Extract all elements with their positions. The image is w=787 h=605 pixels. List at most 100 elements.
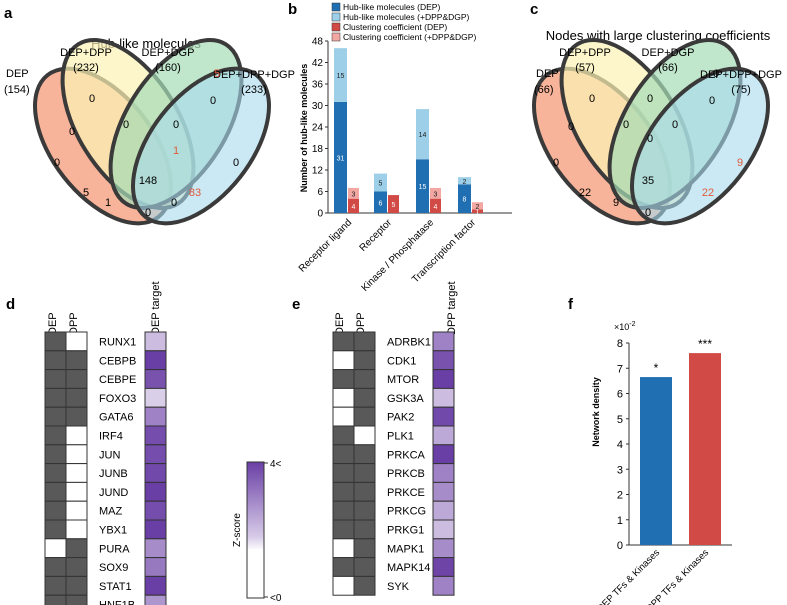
target-zscore-cell	[432, 331, 455, 352]
membership-cell	[353, 481, 376, 502]
membership-cell	[44, 481, 67, 502]
venn-a-region: 0	[210, 95, 216, 107]
bar-label: 6	[379, 200, 383, 207]
target-zscore-cell	[144, 519, 167, 540]
target-zscore-cell	[144, 369, 167, 389]
bar-hub-plus	[374, 173, 387, 192]
bar-label: 1	[476, 209, 480, 216]
density-bar	[689, 353, 721, 545]
venn-a-label-dep-dpp: DEP+DPP	[60, 47, 112, 59]
membership-cell	[332, 557, 355, 577]
bar-cc-dep	[472, 209, 483, 213]
legend-label: Clustering coefficient (+DPP&DGP)	[343, 32, 476, 42]
col-header-dep: DEP	[47, 312, 59, 335]
membership-cell	[353, 350, 376, 371]
bar-chart-hub-counts: Hub-like molecules (DEP) Hub-like molecu…	[297, 2, 512, 294]
membership-cell	[65, 425, 88, 446]
membership-cell	[353, 538, 376, 559]
legend: Hub-like molecules (DEP) Hub-like molecu…	[331, 2, 476, 42]
membership-cell	[65, 331, 88, 352]
legend-label: Hub-like molecules (+DPP&DGP)	[343, 12, 470, 22]
venn-a-region: 0	[54, 157, 60, 169]
y-tick-label: 6	[317, 187, 323, 198]
venn-c-region: 22	[702, 187, 714, 199]
venn-c-ellipses	[532, 37, 770, 226]
membership-cell	[353, 519, 376, 540]
target-zscore-cell	[144, 406, 167, 427]
y-axis-label: Network density	[591, 377, 601, 447]
membership-cell	[332, 575, 355, 596]
membership-cell	[44, 369, 67, 389]
row-label: YBX1	[99, 525, 127, 537]
venn-c-count-dep-dgp: (66)	[658, 62, 678, 74]
membership-cell	[332, 425, 355, 446]
bar-label: 3	[352, 191, 356, 198]
bar-group: ****	[640, 337, 721, 545]
venn-a-region: 0	[123, 119, 129, 131]
row-label: MAZ	[99, 506, 123, 518]
target-zscore-cell	[432, 444, 455, 465]
venn-a-count-all: (233)	[241, 84, 267, 96]
col-header-target: DPP target	[446, 281, 458, 335]
significance-label: ***	[698, 337, 712, 351]
y-tick-label: 3	[617, 464, 623, 476]
row-label: FOXO3	[99, 393, 136, 405]
membership-cell	[65, 406, 88, 427]
membership-cell	[332, 369, 355, 389]
membership-cell	[332, 463, 355, 483]
target-zscore-cell	[144, 387, 167, 408]
axis-multiplier: ×10-2	[614, 321, 636, 332]
venn-c-region: 0	[568, 121, 574, 133]
membership-cell	[44, 331, 67, 352]
membership-cell	[65, 481, 88, 502]
membership-cell	[65, 519, 88, 540]
multiplier-exp: -2	[629, 321, 635, 328]
target-zscore-cell	[432, 575, 455, 596]
bar-cc-dep	[388, 195, 399, 213]
membership-cell	[44, 425, 67, 446]
membership-cell	[65, 444, 88, 465]
panel-letter-a: a	[4, 5, 13, 22]
y-tick-label: 5	[617, 414, 623, 426]
bar-cc-plus	[430, 187, 441, 199]
row-label: MAPK14	[387, 562, 430, 574]
venn-c-region: 9	[613, 197, 619, 209]
membership-cell	[353, 369, 376, 389]
venn-a-region: 0	[69, 126, 75, 138]
row-label: PRKCG	[387, 506, 426, 518]
target-zscore-cell	[432, 350, 455, 371]
y-tick-label: 18	[312, 144, 324, 155]
row-label: ADRBK1	[387, 337, 431, 349]
y-tick-label: 6	[617, 389, 623, 401]
row-label: CEBPE	[99, 374, 136, 386]
bar-hub-dep	[458, 184, 471, 213]
legend-label: Hub-like molecules (DEP)	[343, 2, 440, 12]
venn-a-region: 1	[105, 197, 111, 209]
y-tick-label: 8	[617, 338, 623, 350]
venn-c-region: 9	[737, 157, 743, 169]
target-zscore-cell	[432, 557, 455, 577]
zscore-colorbar: 4< <0 Z-score	[232, 459, 282, 604]
y-tick-label: 24	[312, 123, 324, 134]
panel-letter-f: f	[568, 296, 574, 313]
membership-cell	[44, 444, 67, 465]
bar-label: 2	[476, 204, 480, 211]
row-label: JUND	[99, 487, 128, 499]
venn-c-region: 0	[709, 95, 715, 107]
venn-c-count-dep: (66)	[534, 84, 554, 96]
bar-label: 31	[337, 155, 345, 162]
venn-a-count-dep: (154)	[4, 84, 30, 96]
bar-label: 14	[419, 132, 427, 139]
bar-cc-plus	[348, 187, 359, 199]
row-label: PLK1	[387, 431, 414, 443]
target-zscore-cell	[144, 350, 167, 371]
membership-cell	[65, 463, 88, 483]
target-zscore-cell	[144, 463, 167, 483]
membership-cell	[332, 538, 355, 559]
venn-c-region: 0	[645, 207, 651, 219]
membership-cell	[44, 538, 67, 559]
target-zscore-cell	[144, 594, 167, 605]
bar-label: 5	[392, 202, 396, 209]
